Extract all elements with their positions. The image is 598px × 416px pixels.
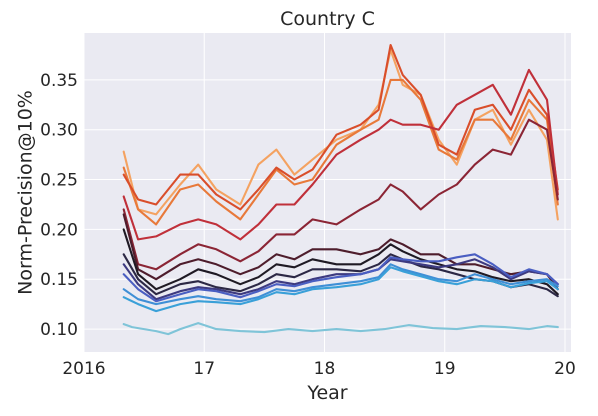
series-line-5 [122, 118, 559, 271]
y-tick-label-3: 0.25 [40, 171, 78, 191]
x-tick-labels: 2016 17 18 19 20 [62, 359, 575, 379]
y-axis-label: Norm-Precision@10% [15, 90, 37, 295]
x-tick-label-1: 17 [193, 359, 215, 379]
y-tick-labels: 0.10 0.15 0.20 0.25 0.30 0.35 [40, 71, 78, 340]
y-tick-label-5: 0.35 [40, 71, 78, 91]
y-tick-label-0: 0.10 [40, 320, 78, 340]
x-tick-label-4: 20 [554, 359, 576, 379]
series-line-6 [122, 213, 559, 291]
x-tick-label-2: 18 [314, 359, 336, 379]
y-tick-label-4: 0.30 [40, 121, 78, 141]
series-group [122, 43, 559, 336]
series-line-10 [122, 253, 559, 303]
y-tick-label-1: 0.15 [40, 270, 78, 290]
grid-lines [83, 33, 571, 352]
y-tick-label-2: 0.20 [40, 220, 78, 240]
series-line-12 [122, 266, 559, 313]
series-line-13 [122, 322, 559, 336]
series-line-2 [122, 78, 559, 226]
x-axis-label: Year [306, 382, 347, 404]
series-line-7 [122, 228, 559, 296]
x-tick-label-0: 2016 [62, 359, 105, 379]
chart-title: Country C [280, 8, 375, 30]
series-line-4 [122, 68, 559, 241]
series-line-3 [122, 43, 559, 211]
series-line-11 [122, 263, 559, 306]
x-tick-label-3: 19 [434, 359, 456, 379]
